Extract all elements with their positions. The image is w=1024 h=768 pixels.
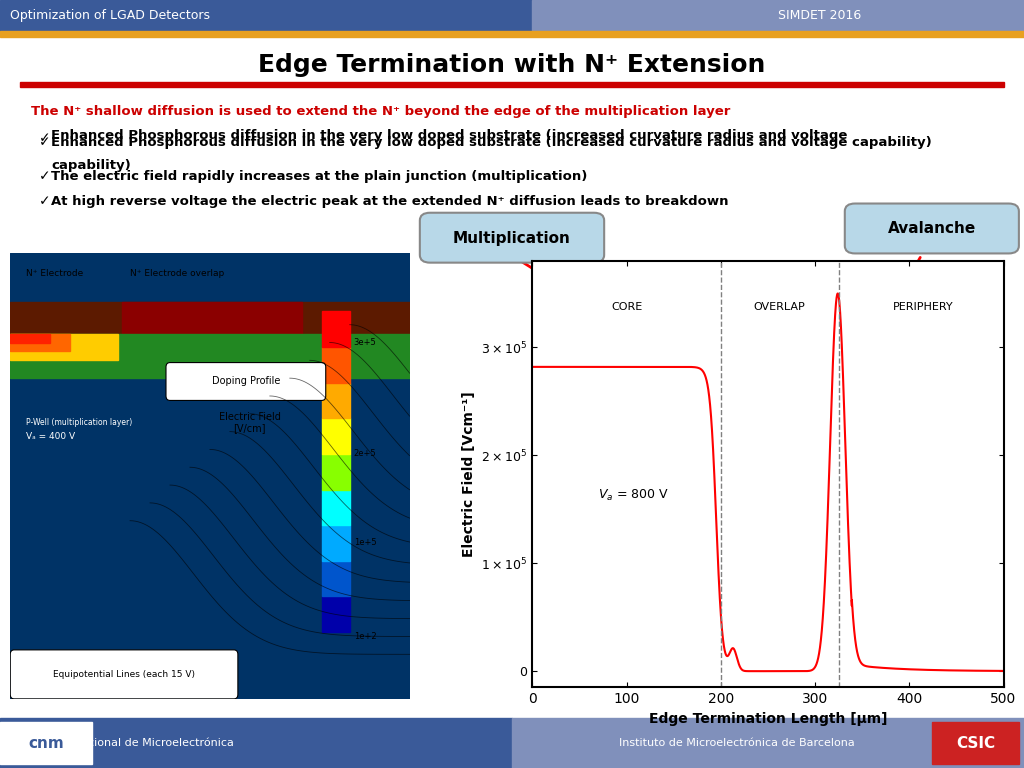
Bar	[322, 561, 350, 597]
Bar	[322, 525, 350, 561]
FancyBboxPatch shape	[845, 204, 1019, 253]
Text: CORE: CORE	[611, 302, 642, 312]
Text: Doping Profile: Doping Profile	[212, 376, 280, 386]
X-axis label: Edge Termination Length [μm]: Edge Termination Length [μm]	[649, 712, 887, 726]
Bar	[10, 333, 50, 343]
Text: capability): capability)	[51, 159, 131, 172]
Text: Equipotential Lines (each 15 V): Equipotential Lines (each 15 V)	[53, 670, 195, 679]
Bar	[20, 82, 1004, 87]
Text: Instituto de Microelectrónica de Barcelona: Instituto de Microelectrónica de Barcelo…	[620, 738, 855, 748]
Text: Enhanced Phosphorous diffusion in the very low doped substrate (increased curvat: Enhanced Phosphorous diffusion in the ve…	[51, 136, 932, 148]
Text: N⁺ Electrode overlap: N⁺ Electrode overlap	[130, 269, 224, 278]
Text: 2e+5: 2e+5	[353, 449, 376, 458]
Bar	[0, 722, 92, 764]
Bar	[122, 303, 302, 347]
Text: 1e+2: 1e+2	[353, 632, 376, 641]
Text: Vₐ = 400 V: Vₐ = 400 V	[27, 432, 76, 441]
Text: Electric Field
[V/cm]: Electric Field [V/cm]	[219, 412, 281, 433]
Bar	[322, 311, 350, 347]
Text: The electric field rapidly increases at the plain junction (multiplication): The electric field rapidly increases at …	[51, 170, 588, 183]
Bar	[0, 718, 512, 768]
Text: ✓: ✓	[39, 194, 50, 208]
Y-axis label: Electric Field [Vcm⁻¹]: Electric Field [Vcm⁻¹]	[462, 392, 476, 557]
Bar	[322, 419, 350, 454]
Text: Multiplication: Multiplication	[453, 230, 571, 246]
Text: $V_a$ = 800 V: $V_a$ = 800 V	[598, 488, 670, 502]
Bar	[322, 597, 350, 632]
Text: N⁺ Electrode: N⁺ Electrode	[27, 269, 84, 278]
Bar	[322, 382, 350, 419]
FancyBboxPatch shape	[166, 362, 326, 400]
Text: OVERLAP: OVERLAP	[754, 302, 805, 312]
Text: cnm: cnm	[29, 736, 63, 750]
Bar	[0, 31, 1024, 37]
Text: At high reverse voltage the electric peak at the extended N⁺ diffusion leads to : At high reverse voltage the electric pea…	[51, 195, 729, 207]
Bar	[10, 333, 410, 378]
Bar	[532, 0, 1024, 31]
Text: SIMDET 2016: SIMDET 2016	[778, 9, 861, 22]
Bar	[322, 347, 350, 382]
Text: 1e+5: 1e+5	[353, 538, 376, 548]
Text: ✓: ✓	[39, 135, 50, 149]
Bar	[322, 454, 350, 489]
Text: P-Well (multiplication layer): P-Well (multiplication layer)	[27, 419, 132, 427]
FancyBboxPatch shape	[10, 650, 238, 699]
Bar	[932, 722, 1019, 764]
Text: ✓: ✓	[39, 170, 50, 184]
Text: Enhanced Phosphorous diffusion in the very low doped substrate (increased curvat: Enhanced Phosphorous diffusion in the ve…	[51, 129, 848, 142]
Text: The N⁺ shallow diffusion is used to extend the N⁺ beyond the edge of the multipl: The N⁺ shallow diffusion is used to exte…	[31, 105, 730, 118]
Bar	[10, 303, 410, 333]
Text: ✓: ✓	[39, 131, 50, 145]
Bar	[512, 718, 1024, 768]
Text: Optimization of LGAD Detectors: Optimization of LGAD Detectors	[10, 9, 210, 22]
Text: Edge Termination with N⁺ Extension: Edge Termination with N⁺ Extension	[258, 53, 766, 78]
Text: CSIC: CSIC	[956, 736, 995, 750]
Text: 3e+5: 3e+5	[353, 338, 377, 347]
Bar	[322, 489, 350, 525]
FancyBboxPatch shape	[420, 213, 604, 263]
Text: Avalanche: Avalanche	[888, 221, 976, 237]
Text: Centro Nacional de Microelectrónica: Centro Nacional de Microelectrónica	[32, 738, 234, 748]
Text: PERIPHERY: PERIPHERY	[893, 302, 953, 312]
Bar	[10, 333, 118, 360]
Bar	[0, 0, 532, 31]
Bar	[10, 333, 70, 352]
